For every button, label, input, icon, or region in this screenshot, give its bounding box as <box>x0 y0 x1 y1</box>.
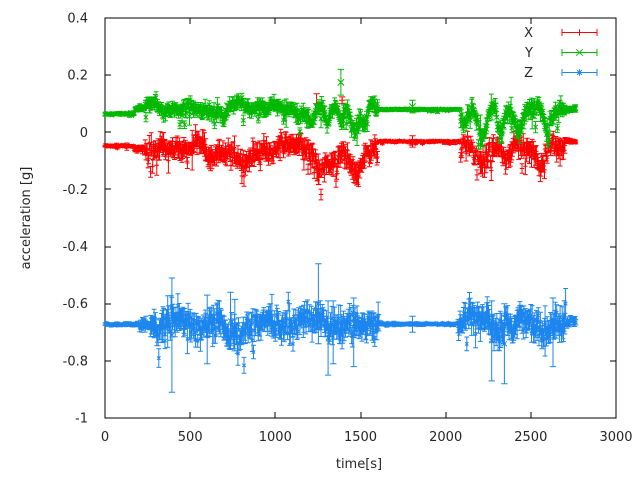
x-tick-label: 2000 <box>429 430 462 445</box>
legend-label-Z: Z <box>524 66 533 81</box>
axis-ticks <box>104 17 617 419</box>
y-tick-label: -0.6 <box>63 297 88 312</box>
y-tick-label: 0 <box>80 126 88 141</box>
x-tick-label: 1000 <box>259 430 292 445</box>
y-tick-label: -0.4 <box>63 240 88 255</box>
legend-sample-Y <box>561 48 598 57</box>
series-X-markers <box>102 97 578 197</box>
x-tick-label: 3000 <box>599 430 632 445</box>
series-Z <box>102 263 579 393</box>
series-Y-markers <box>102 78 579 148</box>
legend: XYZ <box>524 26 598 81</box>
tick-labels: 0 500 1000 1500 2000 2500 3000 -1 -0.8 -0.6 -0.4 -0… <box>63 12 633 446</box>
x-tick-label: 1500 <box>344 430 377 445</box>
legend-sample-X <box>561 29 598 36</box>
series-Z-caps <box>102 263 579 393</box>
series-Y <box>102 68 579 150</box>
legend-sample-Z <box>561 69 598 76</box>
y-tick-label: 0.4 <box>67 12 88 27</box>
x-axis-label: time[s] <box>336 457 382 472</box>
x-tick-label: 0 <box>101 430 109 445</box>
legend-label-X: X <box>524 26 533 41</box>
x-tick-label: 500 <box>178 430 203 445</box>
legend-sample-line-X <box>561 29 598 36</box>
y-axis-label: acceleration [g] <box>19 167 34 270</box>
legend-sample-line-Y <box>561 48 598 57</box>
y-tick-label: 0.2 <box>67 69 88 84</box>
plot-border <box>104 17 617 419</box>
series-X <box>102 93 579 201</box>
legend-label-Y: Y <box>524 46 533 61</box>
x-tick-label: 2500 <box>514 430 547 445</box>
y-tick-label: -1 <box>75 412 88 427</box>
y-tick-label: -0.8 <box>63 354 88 369</box>
y-tick-label: -0.2 <box>63 183 88 198</box>
series-Z-markers <box>102 299 578 368</box>
legend-sample-line-Z <box>561 69 598 76</box>
axes <box>104 17 617 419</box>
